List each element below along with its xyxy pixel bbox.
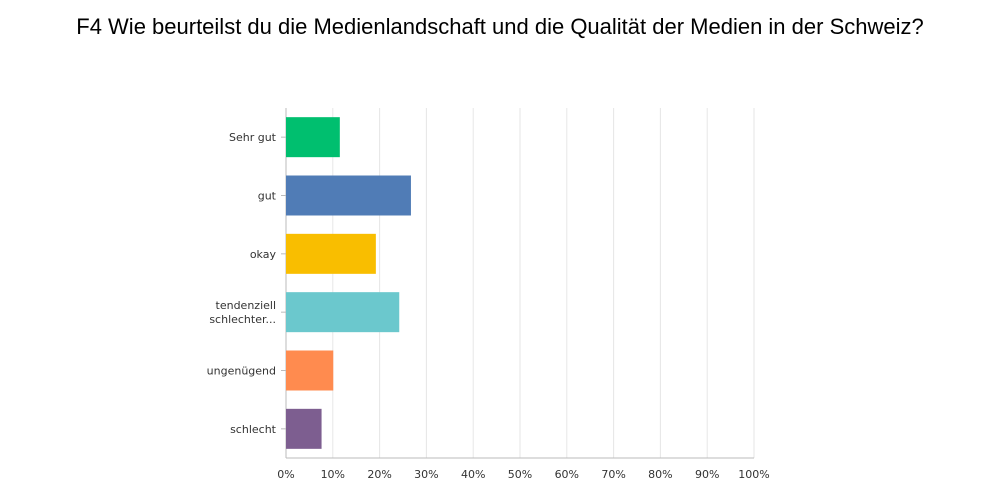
bar: [286, 233, 376, 274]
bar: [286, 117, 340, 158]
x-tick-label: 20%: [367, 468, 391, 481]
bar: [286, 408, 322, 449]
category-label: Sehr gut: [229, 131, 277, 144]
x-tick-label: 60%: [555, 468, 579, 481]
category-label: schlecht: [230, 423, 277, 436]
category-label: tendenziell: [216, 299, 276, 312]
x-tick-label: 0%: [277, 468, 294, 481]
x-tick-label: 80%: [648, 468, 672, 481]
bar: [286, 292, 400, 333]
category-label: schlechter...: [209, 313, 276, 326]
chart-title: F4 Wie beurteilst du die Medienlandschaf…: [76, 14, 924, 39]
category-label: ungenügend: [207, 365, 276, 378]
x-tick-label: 30%: [414, 468, 438, 481]
x-tick-label: 100%: [738, 468, 769, 481]
x-tick-label: 10%: [321, 468, 345, 481]
x-tick-label: 70%: [601, 468, 625, 481]
x-tick-label: 50%: [508, 468, 532, 481]
x-tick-label: 90%: [695, 468, 719, 481]
x-tick-label: 40%: [461, 468, 485, 481]
category-label: gut: [258, 190, 277, 203]
bar: [286, 350, 334, 391]
bar: [286, 175, 411, 216]
category-label: okay: [250, 248, 277, 261]
